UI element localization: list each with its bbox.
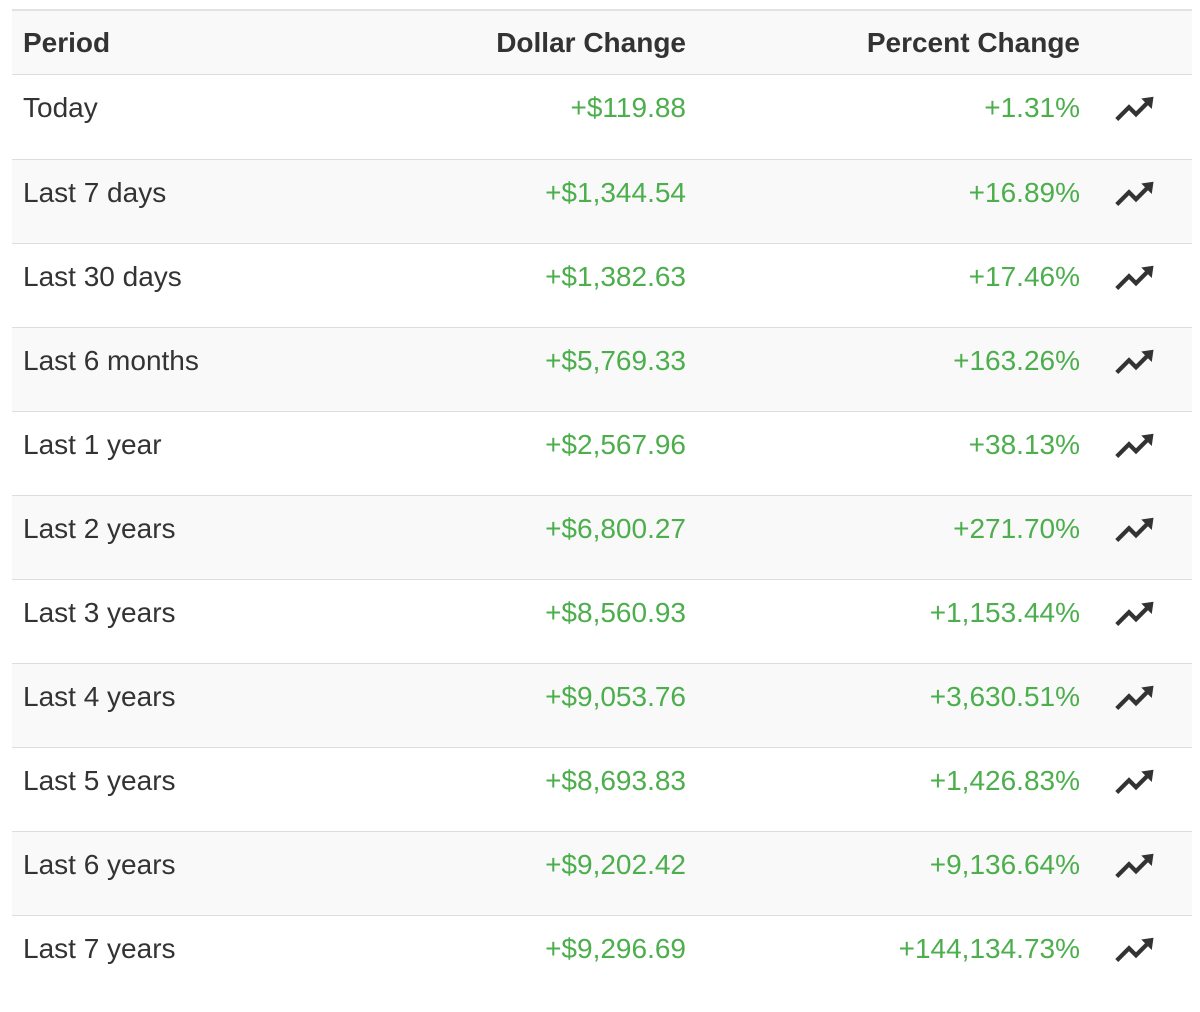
- period-cell: Last 6 years: [23, 849, 176, 880]
- table-row: Last 7 days +$1,344.54 +16.89%: [12, 159, 1192, 243]
- period-cell: Last 5 years: [23, 765, 176, 796]
- dollar-change-cell: +$9,053.76: [545, 681, 686, 712]
- period-cell: Last 1 year: [23, 429, 162, 460]
- trending-up-icon: [1114, 264, 1158, 292]
- period-cell: Last 4 years: [23, 681, 176, 712]
- header-dollar-change[interactable]: Dollar Change: [496, 26, 686, 58]
- period-cell: Last 6 months: [23, 345, 199, 376]
- header-percent-change[interactable]: Percent Change: [866, 26, 1080, 58]
- percent-change-cell: +1,153.44%: [929, 597, 1080, 628]
- period-cell: Last 30 days: [23, 261, 182, 292]
- dollar-change-cell: +$9,202.42: [545, 849, 686, 880]
- dollar-change-cell: +$1,344.54: [545, 177, 686, 208]
- trending-up-icon: [1114, 348, 1158, 376]
- table-row: Last 2 years +$6,800.27 +271.70%: [12, 495, 1192, 579]
- trend-icon-cell: [1080, 496, 1192, 544]
- dollar-change-cell: +$5,769.33: [545, 345, 686, 376]
- percent-change-cell: +1,426.83%: [929, 765, 1080, 796]
- trend-icon-cell: [1080, 160, 1192, 208]
- trending-up-icon: [1114, 600, 1158, 628]
- percent-change-cell: +16.89%: [968, 177, 1080, 208]
- percent-change-cell: +1.31%: [984, 92, 1080, 123]
- table-header-row: Period Dollar Change Percent Change: [12, 9, 1192, 75]
- percent-change-cell: +271.70%: [953, 513, 1080, 544]
- dollar-change-cell: +$6,800.27: [545, 513, 686, 544]
- table-row: Last 1 year +$2,567.96 +38.13%: [12, 411, 1192, 495]
- trend-icon-cell: [1080, 75, 1192, 123]
- period-cell: Last 7 years: [23, 933, 176, 964]
- trend-icon-cell: [1080, 580, 1192, 628]
- table-row: Today +$119.88 +1.31%: [12, 75, 1192, 159]
- table-row: Last 4 years +$9,053.76 +3,630.51%: [12, 663, 1192, 747]
- period-cell: Last 3 years: [23, 597, 176, 628]
- dollar-change-cell: +$2,567.96: [545, 429, 686, 460]
- table-row: Last 5 years +$8,693.83 +1,426.83%: [12, 747, 1192, 831]
- table-row: Last 30 days +$1,382.63 +17.46%: [12, 243, 1192, 327]
- trending-up-icon: [1114, 180, 1158, 208]
- trending-up-icon: [1114, 516, 1158, 544]
- price-change-table: Period Dollar Change Percent Change Toda…: [12, 9, 1192, 999]
- trend-icon-cell: [1080, 832, 1192, 880]
- trending-up-icon: [1114, 95, 1158, 123]
- table-row: Last 6 months +$5,769.33 +163.26%: [12, 327, 1192, 411]
- period-cell: Last 2 years: [23, 513, 176, 544]
- percent-change-cell: +38.13%: [968, 429, 1080, 460]
- dollar-change-cell: +$8,693.83: [545, 765, 686, 796]
- dollar-change-cell: +$1,382.63: [545, 261, 686, 292]
- trend-icon-cell: [1080, 412, 1192, 460]
- percent-change-cell: +9,136.64%: [929, 849, 1080, 880]
- trend-icon-cell: [1080, 916, 1192, 964]
- dollar-change-cell: +$119.88: [570, 92, 687, 123]
- period-cell: Today: [23, 92, 98, 123]
- dollar-change-cell: +$8,560.93: [545, 597, 686, 628]
- trend-icon-cell: [1080, 748, 1192, 796]
- trend-icon-cell: [1080, 244, 1192, 292]
- table-row: Last 6 years +$9,202.42 +9,136.64%: [12, 831, 1192, 915]
- percent-change-cell: +17.46%: [968, 261, 1080, 292]
- percent-change-cell: +144,134.73%: [898, 933, 1080, 964]
- percent-change-cell: +3,630.51%: [929, 681, 1080, 712]
- dollar-change-cell: +$9,296.69: [545, 933, 686, 964]
- trending-up-icon: [1114, 768, 1158, 796]
- trending-up-icon: [1114, 432, 1158, 460]
- trending-up-icon: [1114, 684, 1158, 712]
- trend-icon-cell: [1080, 664, 1192, 712]
- trending-up-icon: [1114, 852, 1158, 880]
- header-period[interactable]: Period: [23, 26, 111, 58]
- table-row: Last 3 years +$8,560.93 +1,153.44%: [12, 579, 1192, 663]
- table-row: Last 7 years +$9,296.69 +144,134.73%: [12, 915, 1192, 999]
- table-body: Today +$119.88 +1.31% Last 7 days +$1,344.54…: [12, 75, 1192, 999]
- percent-change-cell: +163.26%: [953, 345, 1080, 376]
- period-cell: Last 7 days: [23, 177, 167, 208]
- trending-up-icon: [1114, 936, 1158, 964]
- trend-icon-cell: [1080, 328, 1192, 376]
